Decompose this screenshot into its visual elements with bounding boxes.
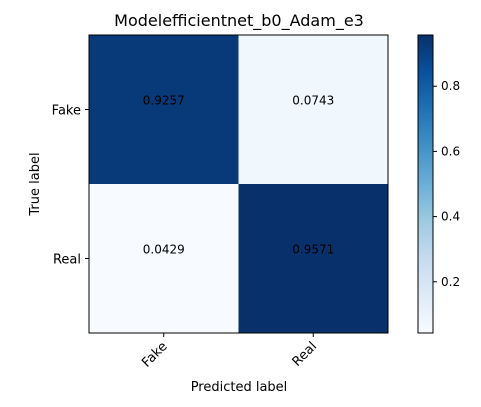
colorbar-tick-label: 0.6 [441,144,460,158]
colorbar-tick-label: 0.2 [441,275,460,289]
heatmap-cells [89,35,389,334]
heatmap-cell-fake-fake [89,35,239,185]
colorbar-tick-label: 0.4 [441,210,460,224]
plot-frame [88,34,389,334]
heatmap-cell-real-real [238,184,389,334]
y-tick-label: Fake [52,104,81,119]
cell-value-label: 0.0743 [292,94,334,108]
chart-title: Modelefficientnet_b0_Adam_e3 [114,11,364,31]
colorbar [417,34,434,334]
x-tick-label: Real [290,339,320,369]
heatmap-cell-fake-real [238,35,389,185]
x-axis: Fake Real [139,333,320,371]
cell-value-label: 0.9257 [143,94,185,108]
colorbar-ticks: 0.2 0.4 0.6 0.8 [433,79,460,289]
colorbar-tick-label: 0.8 [441,79,460,93]
y-axis-label: True label [28,152,43,216]
y-tick-label: Real [53,253,81,268]
x-tick-label: Fake [139,339,170,370]
heatmap-cell-real-fake [89,184,239,334]
y-axis: Fake Real [52,104,89,268]
x-axis-label: Predicted label [191,380,288,395]
heatmap-cell-labels: 0.9257 0.0743 0.0429 0.9571 [143,94,335,257]
cell-value-label: 0.9571 [292,243,334,257]
cell-value-label: 0.0429 [143,243,185,257]
